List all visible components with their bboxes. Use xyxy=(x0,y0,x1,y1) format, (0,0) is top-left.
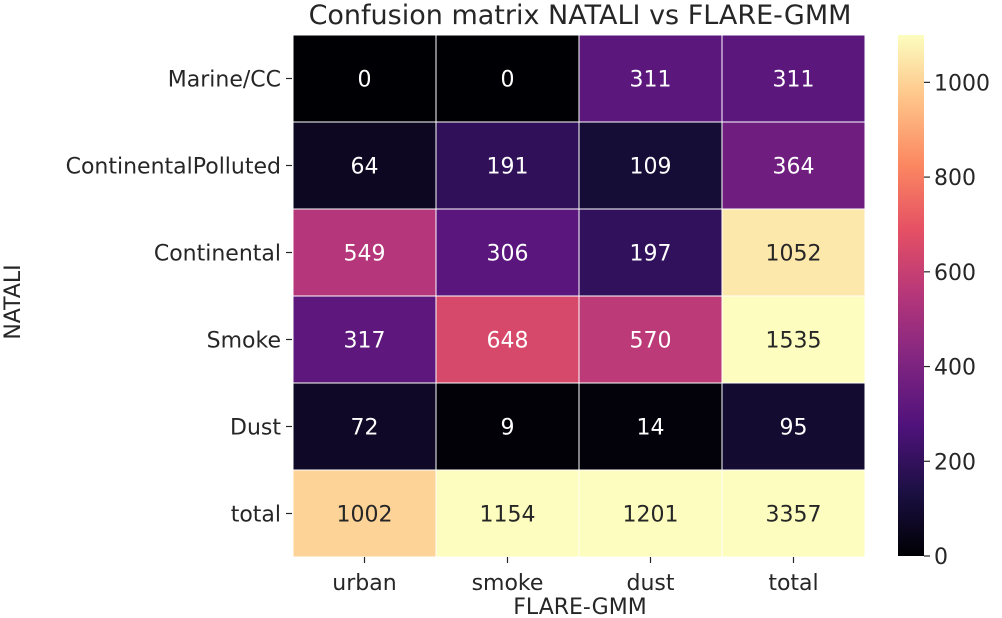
heatmap-cell xyxy=(721,34,866,123)
colorbar-tick-label: 1000 xyxy=(934,71,990,96)
cell-value-label: 64 xyxy=(351,155,379,180)
cell-value-label: 311 xyxy=(773,68,815,93)
cell-value-label: 1201 xyxy=(623,503,679,528)
heatmap-cell xyxy=(292,121,437,210)
cell-value-label: 311 xyxy=(630,68,672,93)
heatmap-cell xyxy=(578,469,723,558)
cell-value-label: 549 xyxy=(344,242,386,267)
x-tick-label: urban xyxy=(332,571,396,596)
heatmap-cell xyxy=(721,382,866,471)
cell-value-label: 648 xyxy=(487,329,529,354)
heatmap-cells: 0 0 311 311 64 191 109 364 549 306 197 1052 317 648 57… xyxy=(292,34,866,558)
cell-value-label: 1052 xyxy=(766,242,822,267)
cell-value-label: 3357 xyxy=(766,503,822,528)
heatmap-cell xyxy=(721,121,866,210)
cell-value-label: 1002 xyxy=(337,503,393,528)
cell-value-label: 364 xyxy=(773,155,815,180)
heatmap-cell xyxy=(721,208,866,297)
y-tick-labels: Marine/CC ContinentalPolluted Continental S… xyxy=(66,68,292,528)
cell-value-label: 306 xyxy=(487,242,529,267)
heatmap-cell xyxy=(292,382,437,471)
x-tick-label: smoke xyxy=(472,571,544,596)
cell-value-label: 0 xyxy=(501,68,515,93)
colorbar-tick-label: 800 xyxy=(934,166,976,191)
heatmap-cell xyxy=(435,295,580,384)
y-tick-label: Marine/CC xyxy=(168,68,281,93)
cell-value-label: 0 xyxy=(358,68,372,93)
heatmap-cell xyxy=(292,295,437,384)
cell-value-label: 1535 xyxy=(766,329,822,354)
y-tick-label: Smoke xyxy=(207,329,281,354)
heatmap-cell xyxy=(578,382,723,471)
heatmap-cell xyxy=(435,382,580,471)
cell-value-label: 317 xyxy=(344,329,386,354)
heatmap-cell xyxy=(721,295,866,384)
heatmap-cell xyxy=(292,34,437,123)
heatmap-cell xyxy=(435,469,580,558)
cell-value-label: 191 xyxy=(487,155,529,180)
y-tick-label: Dust xyxy=(230,416,281,441)
heatmap-cell xyxy=(435,208,580,297)
x-tick-label: total xyxy=(768,571,818,596)
heatmap-cell xyxy=(578,34,723,123)
cell-value-label: 9 xyxy=(501,416,515,441)
heatmap-cell xyxy=(435,34,580,123)
cell-value-label: 1154 xyxy=(480,503,536,528)
colorbar-ticks: 0 200 400 600 800 1000 xyxy=(924,71,990,570)
y-tick-label: total xyxy=(231,503,281,528)
x-tick-labels: urban smoke dust total xyxy=(332,557,819,596)
colorbar-tick-label: 200 xyxy=(934,450,976,475)
y-axis-label: NATALI xyxy=(1,264,26,339)
x-axis-label: FLARE-GMM xyxy=(513,595,646,618)
heatmap-cell xyxy=(435,121,580,210)
colorbar-tick-label: 600 xyxy=(934,261,976,286)
y-tick-label: Continental xyxy=(154,242,281,267)
heatmap-cell xyxy=(292,469,437,558)
heatmap-cell xyxy=(578,295,723,384)
chart-title: Confusion matrix NATALI vs FLARE-GMM xyxy=(309,0,852,31)
cell-value-label: 95 xyxy=(780,416,808,441)
colorbar xyxy=(898,35,924,556)
y-tick-label: ContinentalPolluted xyxy=(66,155,281,180)
colorbar-tick-label: 0 xyxy=(934,545,948,570)
colorbar-tick-label: 400 xyxy=(934,356,976,381)
heatmap-cell xyxy=(721,469,866,558)
cell-value-label: 109 xyxy=(630,155,672,180)
cell-value-label: 72 xyxy=(351,416,379,441)
cell-value-label: 197 xyxy=(630,242,672,267)
cell-value-label: 14 xyxy=(637,416,665,441)
cell-value-label: 570 xyxy=(630,329,672,354)
x-tick-label: dust xyxy=(627,571,675,596)
